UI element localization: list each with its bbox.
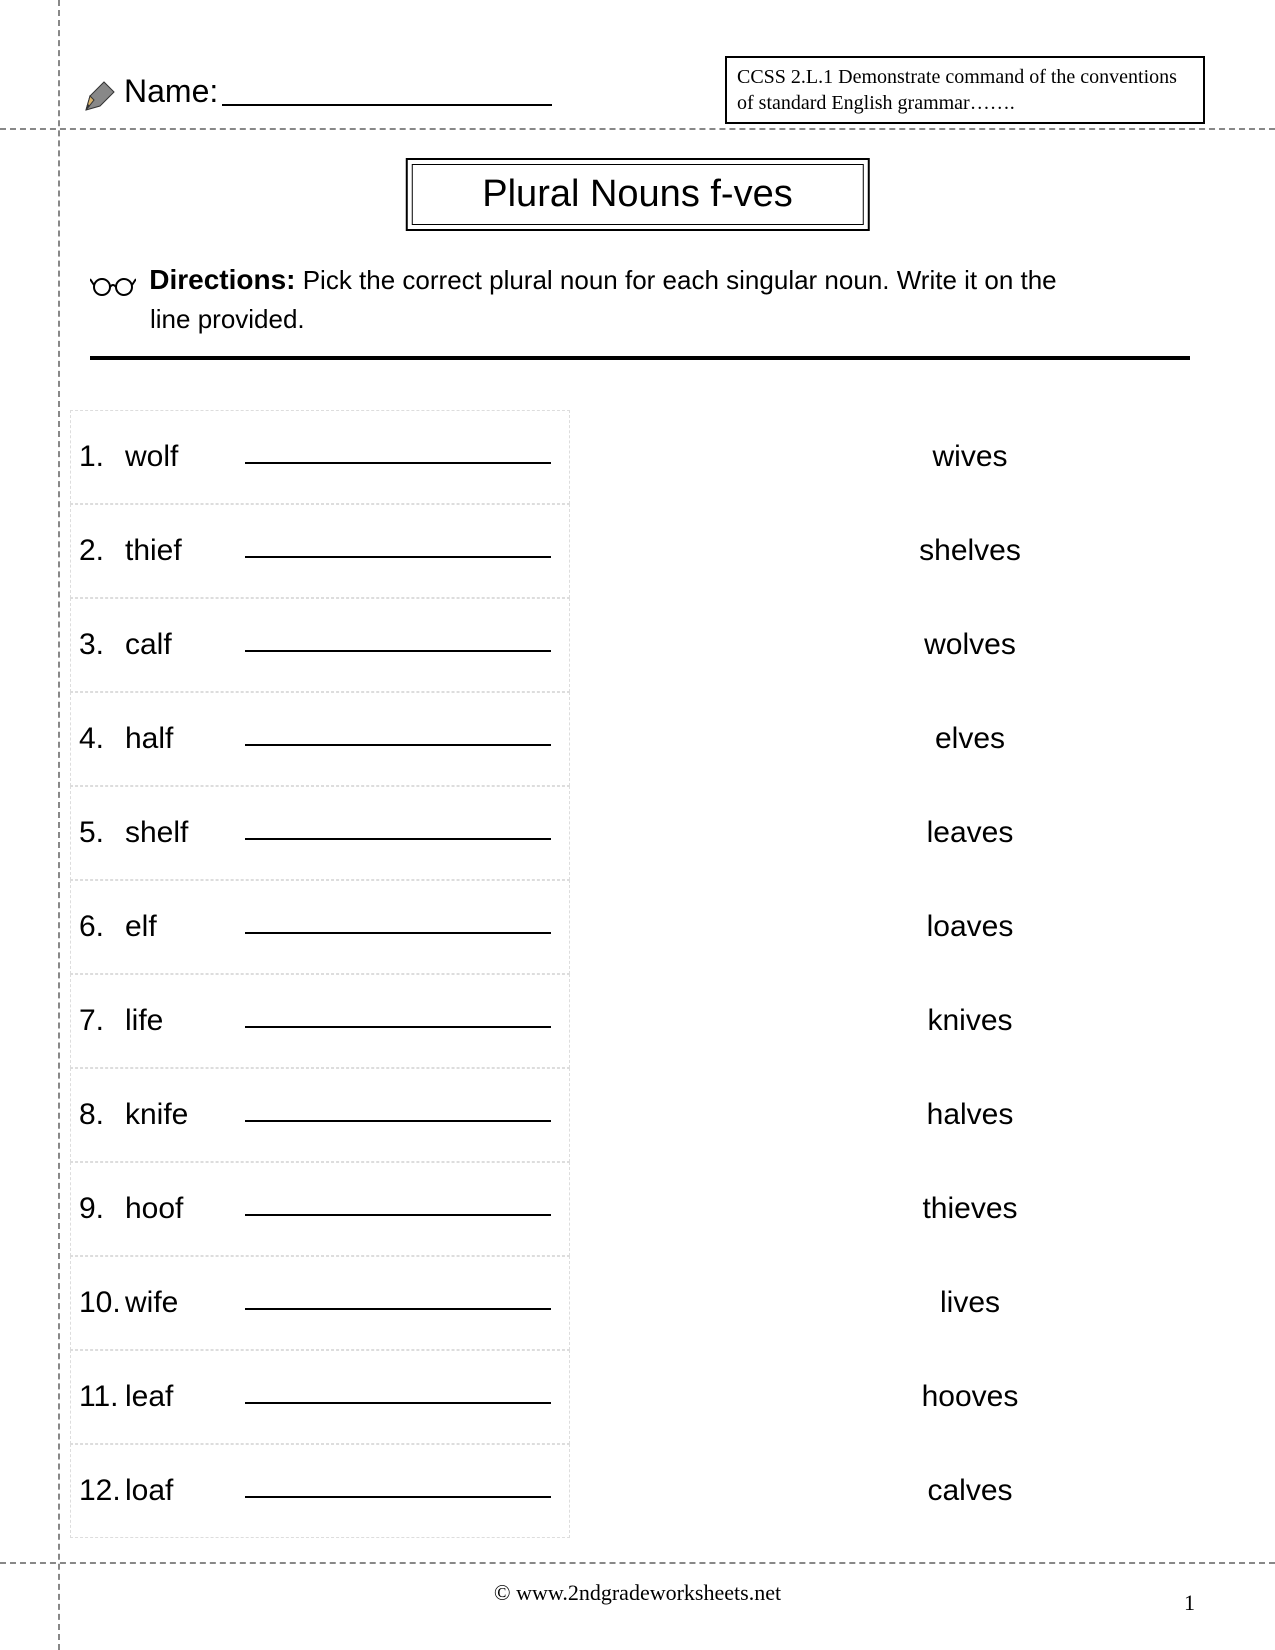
name-input-line[interactable] — [222, 104, 552, 106]
item-word: life — [125, 1004, 235, 1038]
horizontal-fold-line-bottom — [0, 1562, 1275, 1564]
item-word: loaf — [125, 1474, 235, 1508]
word-bank-item: loaves — [570, 910, 1190, 944]
directions-label: Directions: — [149, 264, 295, 295]
item-row: 1.wolf — [70, 410, 570, 504]
word-bank-item: thieves — [570, 1192, 1190, 1226]
directions-text-1: Pick the correct plural noun for each si… — [303, 265, 1057, 295]
item-row: 9.hoof — [70, 1162, 570, 1256]
item-word: knife — [125, 1098, 235, 1132]
item-number: 5. — [79, 816, 125, 850]
item-row: 12.loaf — [70, 1444, 570, 1538]
word-bank-item: shelves — [570, 534, 1190, 568]
worksheet-title-box: Plural Nouns f-ves — [405, 158, 869, 231]
item-number: 2. — [79, 534, 125, 568]
word-bank-item: knives — [570, 1004, 1190, 1038]
footer-copyright: © www.2ndgradeworksheets.net — [0, 1580, 1275, 1606]
item-number: 8. — [79, 1098, 125, 1132]
word-bank-item: calves — [570, 1474, 1190, 1508]
horizontal-fold-line-top — [0, 128, 1275, 130]
item-word: wife — [125, 1286, 235, 1320]
item-row: 11.leaf — [70, 1350, 570, 1444]
answer-blank[interactable] — [245, 1214, 551, 1216]
item-word: calf — [125, 628, 235, 662]
item-word: elf — [125, 910, 235, 944]
item-number: 12. — [79, 1474, 125, 1508]
word-bank-item: hooves — [570, 1380, 1190, 1414]
word-bank-item: wolves — [570, 628, 1190, 662]
name-label: Name: — [124, 73, 218, 110]
item-number: 9. — [79, 1192, 125, 1226]
answer-blank[interactable] — [245, 838, 551, 840]
pencil-icon — [80, 76, 120, 116]
vertical-fold-line — [58, 0, 60, 1650]
item-number: 10. — [79, 1286, 125, 1320]
item-number: 3. — [79, 628, 125, 662]
word-bank-item: lives — [570, 1286, 1190, 1320]
item-number: 1. — [79, 440, 125, 474]
item-number: 4. — [79, 722, 125, 756]
answer-blank[interactable] — [245, 1026, 551, 1028]
item-word: wolf — [125, 440, 235, 474]
directions-text-2: line provided. — [150, 301, 1190, 339]
answer-blank[interactable] — [245, 1402, 551, 1404]
item-row: 6.elf — [70, 880, 570, 974]
item-row: 3.calf — [70, 598, 570, 692]
item-word: hoof — [125, 1192, 235, 1226]
horizontal-rule — [90, 356, 1190, 360]
word-bank-item: elves — [570, 722, 1190, 756]
word-bank-item: leaves — [570, 816, 1190, 850]
answer-blank[interactable] — [245, 1496, 551, 1498]
word-bank-item: wives — [570, 440, 1190, 474]
item-row: 5.shelf — [70, 786, 570, 880]
item-row: 10.wife — [70, 1256, 570, 1350]
item-number: 6. — [79, 910, 125, 944]
item-word: leaf — [125, 1380, 235, 1414]
directions-block: Directions: Pick the correct plural noun… — [90, 260, 1190, 338]
item-word: shelf — [125, 816, 235, 850]
worksheet-content: 1.wolfwives 2.thiefshelves 3.calfwolves … — [70, 410, 1190, 1538]
glasses-icon — [90, 270, 136, 294]
item-row: 8.knife — [70, 1068, 570, 1162]
item-word: half — [125, 722, 235, 756]
answer-blank[interactable] — [245, 1308, 551, 1310]
word-bank-item: halves — [570, 1098, 1190, 1132]
page-number: 1 — [1184, 1590, 1195, 1616]
item-number: 7. — [79, 1004, 125, 1038]
answer-blank[interactable] — [245, 744, 551, 746]
answer-blank[interactable] — [245, 932, 551, 934]
answer-blank[interactable] — [245, 650, 551, 652]
worksheet-title: Plural Nouns f-ves — [411, 164, 863, 225]
name-field-row: Name: — [80, 70, 552, 110]
item-row: 7.life — [70, 974, 570, 1068]
item-number: 11. — [79, 1380, 125, 1414]
standard-box: CCSS 2.L.1 Demonstrate command of the co… — [725, 56, 1205, 124]
answer-blank[interactable] — [245, 1120, 551, 1122]
answer-blank[interactable] — [245, 556, 551, 558]
item-word: thief — [125, 534, 235, 568]
answer-blank[interactable] — [245, 462, 551, 464]
item-row: 2.thief — [70, 504, 570, 598]
item-row: 4.half — [70, 692, 570, 786]
